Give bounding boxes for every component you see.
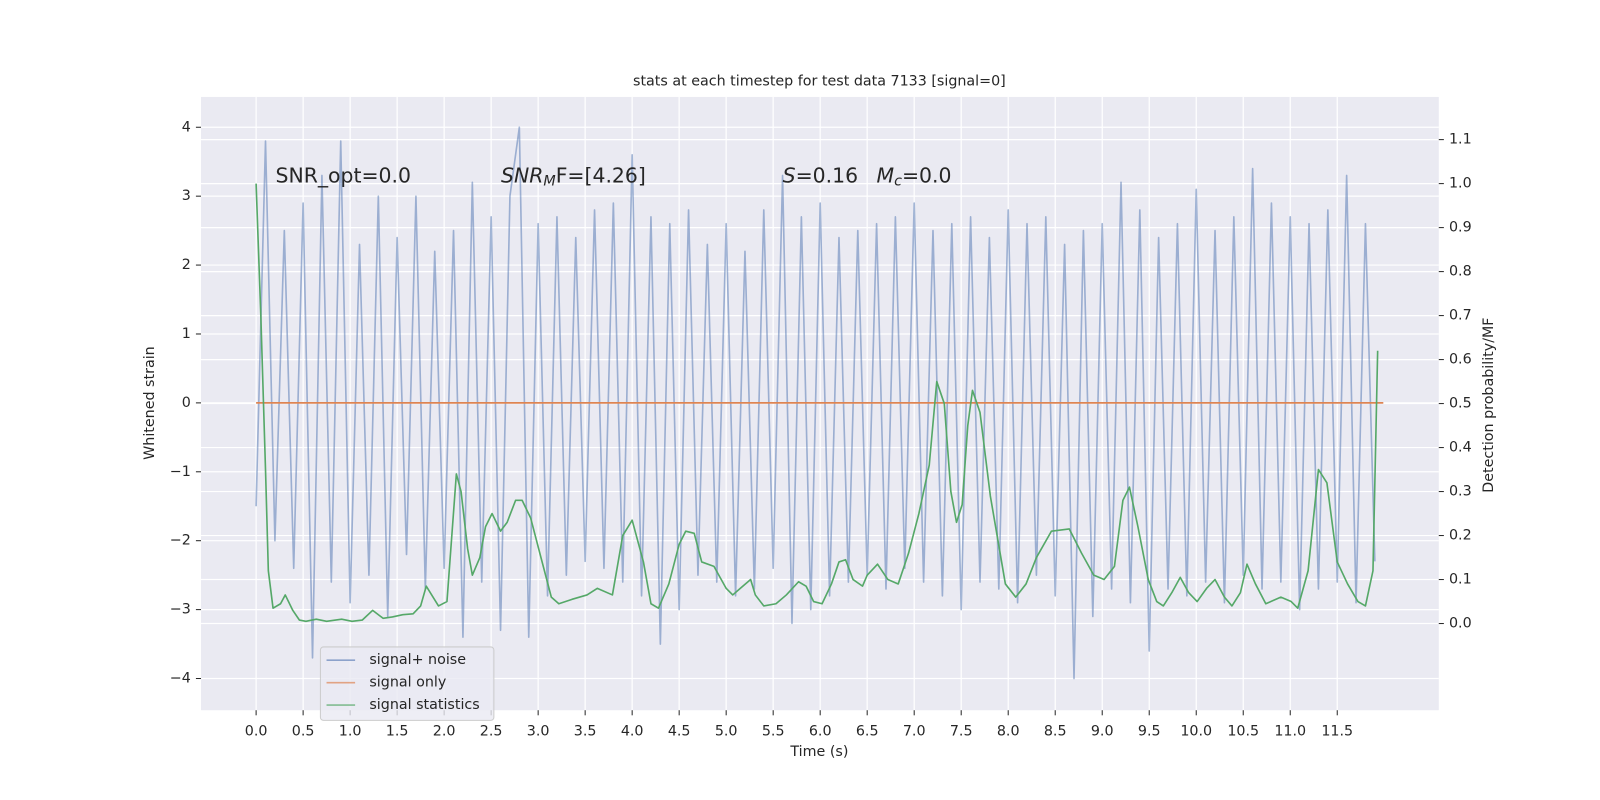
legend: signal+ noise signal only signal statistic… bbox=[319, 646, 495, 721]
annotation: SNR_opt=0.0 bbox=[276, 164, 412, 189]
marks bbox=[255, 126, 1384, 680]
annotations: SNR_opt=0.0 SNRMF=[4.26] S=0.16 Mc=0.0 bbox=[276, 164, 952, 190]
annotation: Mc=0.0 bbox=[877, 164, 952, 190]
y-tick-label: −4 bbox=[170, 671, 191, 687]
y-tick-label: 1 bbox=[182, 326, 191, 342]
y2-tick-label: 0.2 bbox=[1449, 528, 1472, 544]
x-tick-label: 9.0 bbox=[1091, 724, 1114, 740]
x-tick-label: 0.0 bbox=[245, 724, 268, 740]
x-tick-label: 8.0 bbox=[997, 724, 1020, 740]
x-tick-label: 10.0 bbox=[1180, 724, 1212, 740]
annotation-tail: =0.0 bbox=[902, 164, 952, 188]
y2-tick-label: 0.7 bbox=[1449, 308, 1472, 324]
legend-label: signal+ noise bbox=[369, 652, 466, 668]
ticks: 0.0 0.5 1.0 1.5 2.0 2.5 3.0 3.5 4.0 4.5 5.0 5.5 6.0 6… bbox=[170, 119, 1472, 739]
x-tick-label: 0.5 bbox=[292, 724, 315, 740]
y2-tick-label: 0.8 bbox=[1449, 264, 1472, 280]
y-tick-label: 3 bbox=[182, 188, 191, 204]
annotation-main: SNR bbox=[501, 164, 543, 188]
y2-tick-label: 0.9 bbox=[1449, 220, 1472, 236]
x-tick-label: 1.5 bbox=[386, 724, 409, 740]
x-tick-label: 6.5 bbox=[856, 724, 879, 740]
x-tick-label: 4.5 bbox=[668, 724, 691, 740]
y2-tick-label: 0.3 bbox=[1449, 484, 1472, 500]
x-tick-label: 8.5 bbox=[1044, 724, 1067, 740]
annotation-tail: F=[4.26] bbox=[556, 164, 646, 188]
series-line bbox=[255, 126, 1376, 680]
y2-tick-label: 0.4 bbox=[1449, 440, 1472, 456]
annotation-sub: M bbox=[543, 174, 555, 190]
y-tick-label: −2 bbox=[170, 533, 191, 549]
x-axis-label: Time (s) bbox=[789, 744, 848, 760]
x-tick-label: 9.5 bbox=[1138, 724, 1161, 740]
x-tick-label: 3.5 bbox=[574, 724, 597, 740]
x-tick-label: 7.5 bbox=[950, 724, 973, 740]
x-tick-label: 7.0 bbox=[903, 724, 926, 740]
legend-label: signal only bbox=[369, 675, 446, 691]
series-line bbox=[255, 183, 1379, 623]
annotation-tail: =0.16 bbox=[796, 164, 859, 188]
y2-tick-label: 0.0 bbox=[1449, 616, 1472, 632]
y-tick-label: 0 bbox=[182, 395, 191, 411]
annotation-main: S bbox=[783, 164, 796, 188]
x-tick-label: 3.0 bbox=[527, 724, 550, 740]
y2-tick-label: 0.5 bbox=[1449, 396, 1472, 412]
x-tick-label: 4.0 bbox=[621, 724, 644, 740]
x-tick-label: 2.5 bbox=[480, 724, 503, 740]
y2-tick-label: 1.1 bbox=[1449, 132, 1472, 148]
legend-box bbox=[319, 646, 495, 721]
annotation-main: SNR_opt=0.0 bbox=[276, 164, 412, 189]
x-tick-label: 11.5 bbox=[1321, 724, 1353, 740]
annotation-sub: c bbox=[894, 174, 902, 190]
y2-tick-label: 1.0 bbox=[1449, 176, 1472, 192]
y-tick-label: −3 bbox=[170, 602, 191, 618]
y-axis-label: Whitened strain bbox=[142, 346, 158, 460]
annotation: SNRMF=[4.26] bbox=[501, 164, 646, 190]
annotation: S=0.16 bbox=[783, 164, 858, 188]
y2-axis-label: Detection probability/MF bbox=[1481, 317, 1497, 492]
x-tick-label: 5.5 bbox=[762, 724, 785, 740]
x-tick-label: 11.0 bbox=[1274, 724, 1306, 740]
y2-tick-label: 0.6 bbox=[1449, 352, 1472, 368]
y-tick-label: 4 bbox=[182, 119, 191, 135]
x-tick-label: 5.0 bbox=[715, 724, 738, 740]
y-tick-label: 2 bbox=[182, 257, 191, 273]
legend-label: signal statistics bbox=[369, 697, 479, 713]
x-tick-label: 10.5 bbox=[1227, 724, 1259, 740]
y-tick-label: −1 bbox=[170, 464, 191, 480]
y2-tick-label: 0.1 bbox=[1449, 572, 1472, 588]
x-tick-label: 6.0 bbox=[809, 724, 832, 740]
chart-title: stats at each timestep for test data 713… bbox=[633, 74, 1006, 90]
x-tick-label: 2.0 bbox=[433, 724, 456, 740]
x-tick-label: 1.0 bbox=[339, 724, 362, 740]
annotation-main: M bbox=[877, 164, 895, 188]
